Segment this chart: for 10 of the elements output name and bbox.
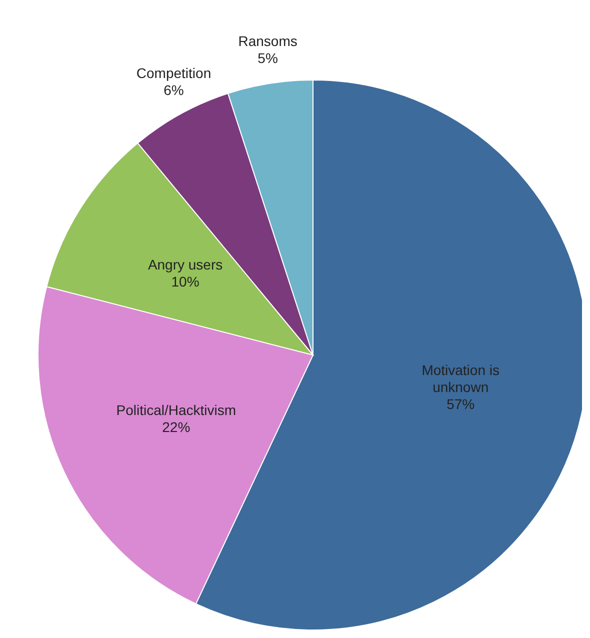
data-label: 6%	[164, 82, 184, 98]
slice-label: Ransoms	[238, 32, 298, 49]
data-label: 57%	[446, 396, 475, 412]
data-label: 10%	[171, 274, 200, 290]
data-label: 22%	[162, 419, 190, 436]
slice-label: Competition	[136, 64, 212, 81]
slice-label: Motivation is unknown	[422, 362, 500, 396]
slice-label: Angry users	[148, 256, 223, 273]
slice-label: Political/Hacktivism	[116, 402, 236, 418]
data-label: 5%	[258, 50, 278, 66]
